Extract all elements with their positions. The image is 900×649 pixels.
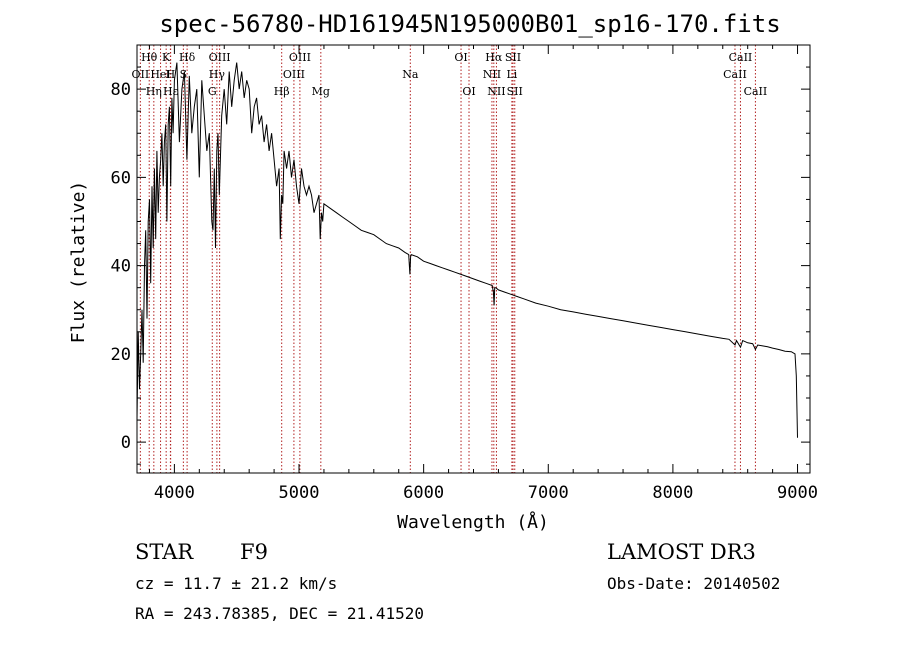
line-label-16: Na bbox=[402, 68, 419, 81]
x-axis-label: Wavelength (Å) bbox=[397, 511, 549, 533]
redshift-velocity: cz = 11.7 ± 21.2 km/s bbox=[135, 574, 337, 593]
line-label-20: NII bbox=[483, 68, 501, 81]
sky-coordinates: RA = 243.78385, DEC = 21.41520 bbox=[135, 604, 424, 623]
y-tick-label: 0 bbox=[121, 433, 131, 453]
x-axis-ticks: 4000 5000 6000 7000 8000 9000 bbox=[148, 45, 818, 503]
x-tick-label: 4000 bbox=[154, 483, 195, 503]
line-label-4: HeI bbox=[150, 68, 170, 81]
line-label-0: Hθ bbox=[141, 51, 158, 64]
object-class: STAR bbox=[135, 540, 194, 564]
spectrum-series-line bbox=[136, 62, 798, 438]
line-label-19: Hα bbox=[485, 51, 503, 64]
line-label-15: Mg bbox=[312, 85, 330, 98]
line-label-11: G bbox=[208, 85, 217, 98]
line-label-27: CaII bbox=[744, 85, 768, 98]
line-label-1: OII bbox=[132, 68, 150, 81]
line-label-5: Hε bbox=[163, 85, 179, 98]
line-label-17: OI bbox=[454, 51, 467, 64]
line-label-3: K bbox=[162, 51, 171, 64]
line-label-10: Hγ bbox=[209, 68, 226, 81]
line-label-13: OIII bbox=[289, 51, 311, 64]
chart-title: spec-56780-HD161945N195000B01_sp16-170.f… bbox=[159, 10, 780, 38]
spectral-line-labels: Hθ OII Hη K HeI Hε HHδ S OIII Hγ G Hβ OIII OIII Mg Na OI… bbox=[132, 51, 768, 98]
y-axis-label: Flux (relative) bbox=[68, 181, 89, 344]
x-tick-label: 7000 bbox=[528, 483, 569, 503]
line-label-9: OIII bbox=[209, 51, 231, 64]
observation-date: Obs-Date: 20140502 bbox=[607, 574, 780, 593]
line-label-22: SII bbox=[505, 51, 521, 64]
y-tick-label: 40 bbox=[111, 257, 131, 277]
spectral-line-markers bbox=[139, 45, 756, 473]
x-tick-label: 5000 bbox=[279, 483, 320, 503]
line-label-7: Hδ bbox=[179, 51, 196, 64]
line-label-14: OIII bbox=[283, 68, 305, 81]
line-label-2: Hη bbox=[146, 85, 162, 98]
y-tick-label: 80 bbox=[111, 80, 131, 100]
plot-frame bbox=[136, 44, 811, 474]
survey-name: LAMOST DR3 bbox=[607, 540, 756, 564]
line-label-12: Hβ bbox=[274, 85, 290, 98]
line-label-21: NII bbox=[487, 85, 505, 98]
x-tick-label: 8000 bbox=[652, 483, 693, 503]
x-tick-label: 9000 bbox=[777, 483, 818, 503]
line-label-24: SII bbox=[507, 85, 523, 98]
y-tick-label: 60 bbox=[111, 168, 131, 188]
line-label-23: Li bbox=[506, 68, 517, 81]
object-subclass: F9 bbox=[240, 540, 268, 564]
y-tick-label: 20 bbox=[111, 345, 131, 365]
line-label-6: H bbox=[166, 68, 176, 81]
line-label-26: CaII bbox=[723, 68, 747, 81]
line-label-25: CaII bbox=[729, 51, 753, 64]
y-axis-ticks: 0 20 40 60 80 bbox=[111, 66, 810, 465]
line-label-8: S bbox=[180, 68, 188, 81]
line-label-18: OI bbox=[462, 85, 475, 98]
x-tick-label: 6000 bbox=[403, 483, 444, 503]
